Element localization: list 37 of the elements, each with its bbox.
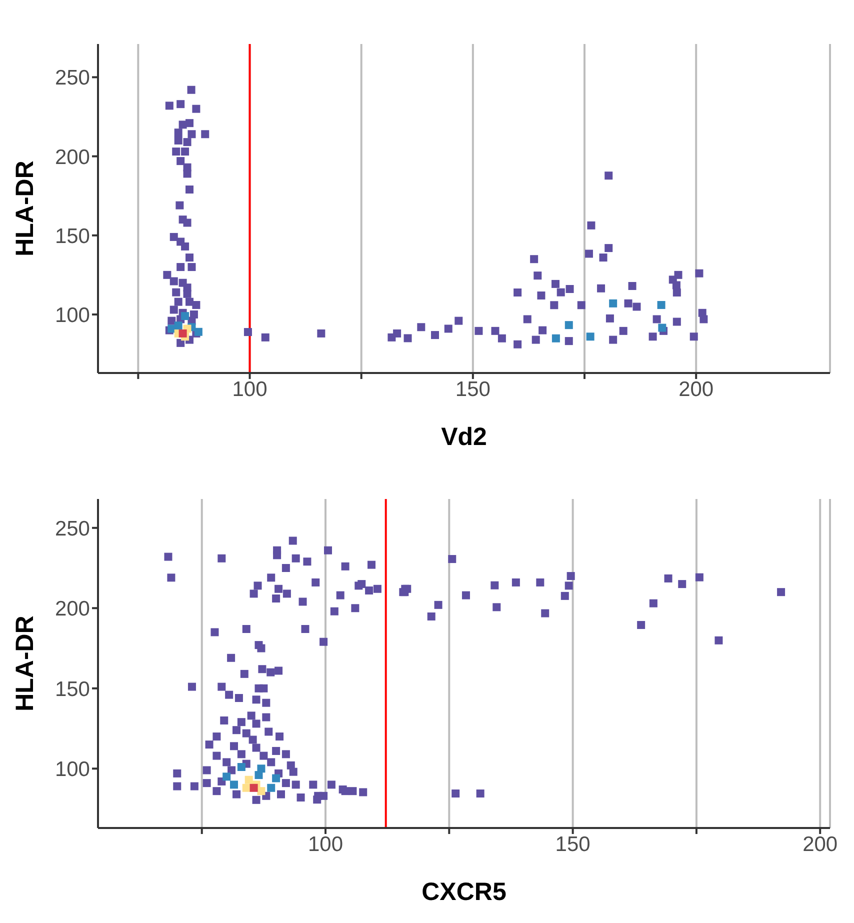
point [242, 784, 250, 792]
x-axis-title: Vd2 [441, 423, 487, 451]
point [272, 774, 280, 782]
x-tick-label: 100 [232, 378, 268, 401]
point [230, 780, 238, 789]
point [250, 784, 258, 792]
point [254, 771, 263, 780]
point [564, 321, 573, 330]
y-axis-title: HLA-DR [10, 616, 39, 712]
x-tick-label: 100 [308, 832, 344, 856]
y-tick-label: 200 [54, 598, 90, 621]
point [181, 312, 190, 320]
y-tick-label: 100 [54, 304, 90, 327]
point [178, 329, 187, 338]
y-tick-label: 250 [54, 66, 90, 90]
point [237, 763, 246, 772]
point [244, 776, 253, 784]
x-tick-label: 150 [455, 378, 490, 401]
point [257, 787, 266, 796]
point [267, 784, 276, 792]
y-axis-title: HLA-DR [10, 160, 39, 256]
x-tick-label: 150 [555, 832, 590, 856]
point [174, 322, 182, 330]
y-tick-label: 150 [54, 224, 90, 248]
point [657, 300, 666, 309]
point [586, 332, 594, 341]
x-tick-label: 200 [678, 378, 714, 401]
point [658, 324, 666, 332]
point [552, 334, 560, 342]
y-tick-label: 150 [54, 678, 90, 701]
y-tick-label: 100 [54, 758, 90, 782]
x-tick-label: 200 [802, 832, 838, 856]
y-tick-label: 200 [54, 146, 90, 169]
point [609, 299, 618, 308]
point [222, 772, 231, 781]
y-tick-label: 250 [54, 517, 90, 540]
x-axis-title: CXCR5 [422, 878, 506, 906]
